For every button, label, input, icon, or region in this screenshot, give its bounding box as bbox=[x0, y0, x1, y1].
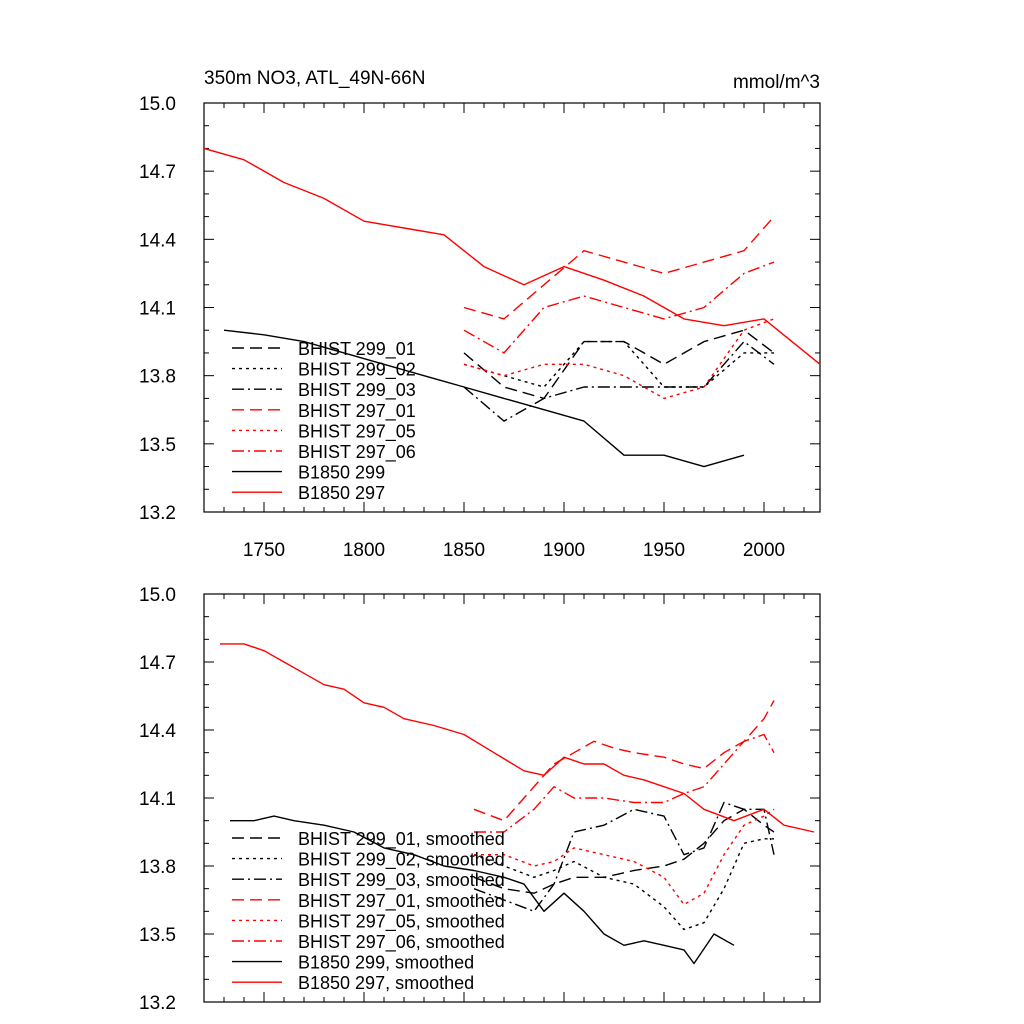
plot-frame bbox=[203, 102, 821, 513]
y-tick-label: 15.0 bbox=[139, 94, 176, 115]
plot-frame bbox=[203, 593, 821, 1003]
legend-label: BHIST 297_06, smoothed bbox=[298, 932, 505, 953]
y-tick-label: 13.5 bbox=[139, 925, 176, 946]
legend-label: BHIST 297_05, smoothed bbox=[298, 911, 505, 932]
series-line-bhist-299-02 bbox=[463, 340, 774, 388]
series-line-bhist-297-06-smoothed bbox=[474, 733, 775, 833]
legend-label: B1850 297 bbox=[298, 483, 385, 503]
legend-label: BHIST 299_03, smoothed bbox=[298, 870, 505, 891]
series-line-bhist-299-01-smoothed bbox=[473, 808, 775, 894]
series-line-bhist-299-02-smoothed bbox=[473, 838, 774, 931]
y-tick-label: 15.0 bbox=[139, 585, 176, 606]
y-tick-label: 14.7 bbox=[139, 162, 176, 183]
legend-label: B1850 297, smoothed bbox=[298, 973, 474, 993]
series-line-bhist-297-05 bbox=[463, 318, 775, 400]
legend-label: BHIST 297_01, smoothed bbox=[298, 891, 505, 912]
legend-label: BHIST 299_01 bbox=[298, 339, 416, 360]
legend-label: BHIST 297_06 bbox=[298, 442, 416, 463]
y-tick-label: 13.2 bbox=[139, 503, 176, 524]
series-line-bhist-299-03 bbox=[463, 340, 775, 422]
y-tick-label: 14.1 bbox=[139, 299, 176, 320]
x-tick-label: 2000 bbox=[743, 540, 785, 561]
y-tick-label: 14.4 bbox=[139, 230, 176, 251]
top-panel-title: 350m NO3, ATL_49N-66N bbox=[204, 68, 425, 89]
x-tick-label: 1950 bbox=[643, 540, 685, 561]
series-line-bhist-297-01 bbox=[463, 216, 775, 320]
y-tick-label: 14.7 bbox=[139, 653, 176, 674]
series-line-bhist-297-06 bbox=[463, 261, 775, 354]
x-tick-label: 1750 bbox=[243, 540, 285, 561]
x-tick-label: 1900 bbox=[543, 540, 585, 561]
y-tick-label: 14.4 bbox=[139, 721, 176, 742]
top-panel: 350m NO3, ATL_49N-66N mmol/m^3 13.2 13.5 1… bbox=[139, 68, 821, 561]
legend-label: BHIST 299_01, smoothed bbox=[298, 829, 505, 850]
y-tick-label: 13.2 bbox=[139, 993, 176, 1014]
y-tick-label: 13.8 bbox=[139, 367, 176, 388]
x-tick-label: 1800 bbox=[343, 540, 385, 561]
y-tick-label: 13.5 bbox=[139, 435, 176, 456]
series-line-b1850-297-smoothed bbox=[220, 643, 815, 833]
legend-label: B1850 299 bbox=[298, 463, 385, 483]
series-line-b1850-297 bbox=[203, 147, 821, 365]
legend-label: B1850 299, smoothed bbox=[298, 953, 474, 973]
legend-label: BHIST 297_05 bbox=[298, 421, 416, 442]
series-line-b1850-299 bbox=[223, 329, 745, 468]
series-line-bhist-299-03-smoothed bbox=[473, 801, 775, 912]
x-tick-label: 1850 bbox=[443, 540, 485, 561]
y-tick-label: 13.8 bbox=[139, 857, 176, 878]
series-line-bhist-297-05-smoothed bbox=[474, 808, 775, 906]
top-panel-units: mmol/m^3 bbox=[733, 72, 820, 93]
legend-label: BHIST 297_01 bbox=[298, 401, 416, 422]
legend-label: BHIST 299_02 bbox=[298, 360, 416, 381]
bottom-panel: 13.2 13.5 13.8 14.1 14.4 14.7 15.0 BHIST 299_01… bbox=[139, 585, 821, 1014]
legend-label: BHIST 299_02, smoothed bbox=[298, 850, 505, 871]
series-line-bhist-299-01 bbox=[463, 329, 775, 400]
series-line-b1850-299-smoothed bbox=[230, 815, 735, 965]
legend-label: BHIST 299_03 bbox=[298, 380, 416, 401]
series-line-bhist-297-01-smoothed bbox=[473, 700, 775, 822]
y-tick-label: 14.1 bbox=[139, 789, 176, 810]
